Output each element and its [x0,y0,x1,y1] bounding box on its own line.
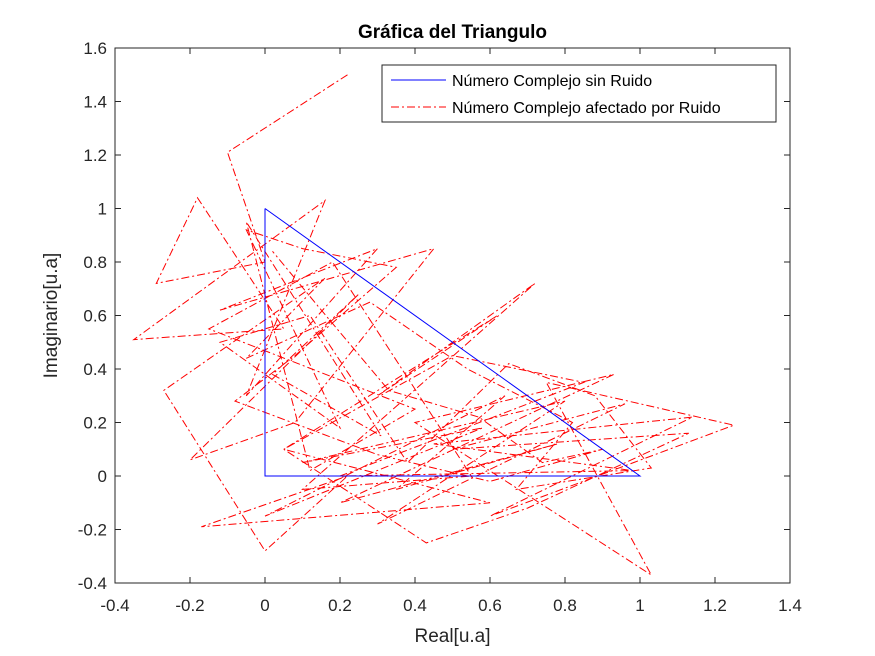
y-tick-label: 1.4 [83,93,107,112]
x-tick-label: 0.8 [553,596,577,615]
x-tick-label: 1 [635,596,644,615]
legend-label-noisy: Número Complejo afectado por Ruido [452,100,721,117]
x-tick-label: 0.2 [328,596,352,615]
x-axis-label: Real[u.a] [414,626,490,647]
ticks-layer: -0.4 -0.2 0 0.2 0.4 0.6 0.8 1 1.2 1.4 -0.4 -0.2 0 0.2… [78,39,802,615]
chart-title: Gráfica del Triangulo [358,22,547,43]
x-tick-label: 1.2 [703,596,727,615]
y-tick-label: 0.8 [83,253,107,272]
series-line-noisy [132,74,736,576]
y-tick-label: 0.6 [83,307,107,326]
y-tick-label: -0.2 [78,521,107,540]
y-tick-label: 0 [98,467,107,486]
y-tick-label: 1.6 [83,39,107,58]
x-tick-label: -0.2 [175,596,204,615]
y-tick-label: 0.4 [83,360,107,379]
y-tick-label: -0.4 [78,574,107,593]
legend-box [381,64,777,123]
y-tick-label: 1 [98,200,107,219]
x-tick-label: 0 [260,596,269,615]
y-axis-label: Imaginario[u.a] [41,253,62,379]
plot-area [115,48,790,583]
series-layer [132,74,736,576]
legend: Número Complejo sin Ruido Número Complej… [381,64,777,123]
y-tick-label: 1.2 [83,146,107,165]
x-tick-label: -0.4 [100,596,129,615]
x-tick-label: 0.4 [403,596,427,615]
legend-label-clean: Número Complejo sin Ruido [452,73,652,90]
y-tick-label: 0.2 [83,414,107,433]
x-tick-label: 0.6 [478,596,502,615]
x-tick-label: 1.4 [778,596,802,615]
series-line-clean [264,208,642,477]
